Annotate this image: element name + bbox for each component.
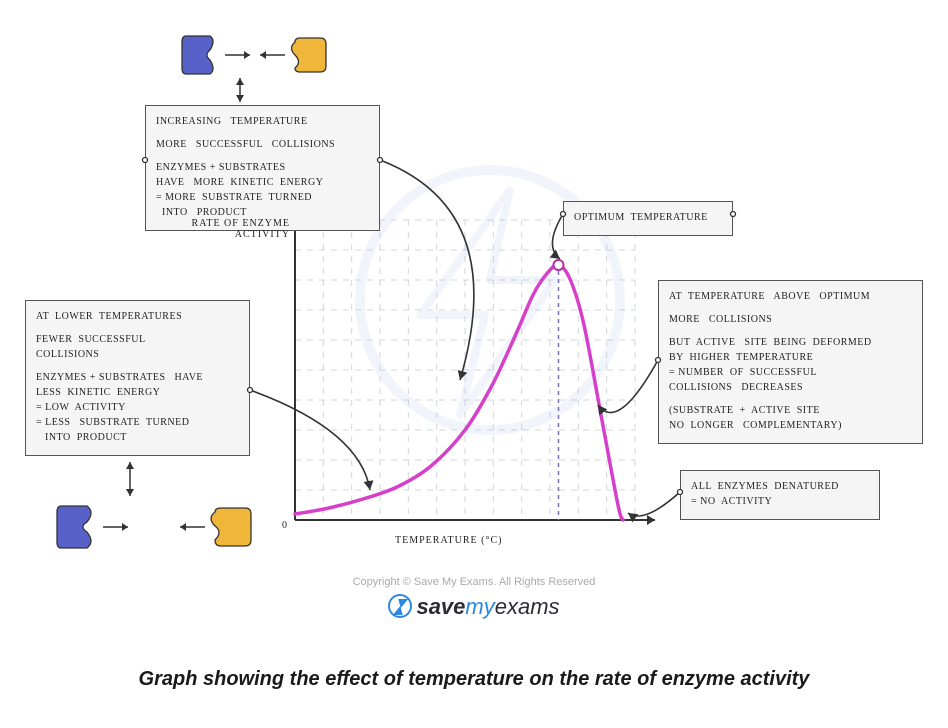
bolt-icon <box>388 594 412 618</box>
enzyme-temperature-diagram: INCREASING TEMPERATURE MORE SUCCESSFUL C… <box>0 0 948 620</box>
logo: savemyexams <box>0 594 948 620</box>
figure-caption: Graph showing the effect of temperature … <box>0 665 948 693</box>
x-axis-label: TEMPERATURE (°C) <box>395 535 503 546</box>
y-axis-label: RATE OF ENZYME ACTIVITY <box>185 218 290 240</box>
logo-word-3: exams <box>495 594 560 619</box>
origin-label: 0 <box>282 520 288 531</box>
copyright-text: Copyright © Save My Exams. All Rights Re… <box>0 576 948 588</box>
logo-word-2: my <box>465 594 494 619</box>
callout-arrows <box>0 0 948 620</box>
logo-word-1: save <box>416 594 465 619</box>
